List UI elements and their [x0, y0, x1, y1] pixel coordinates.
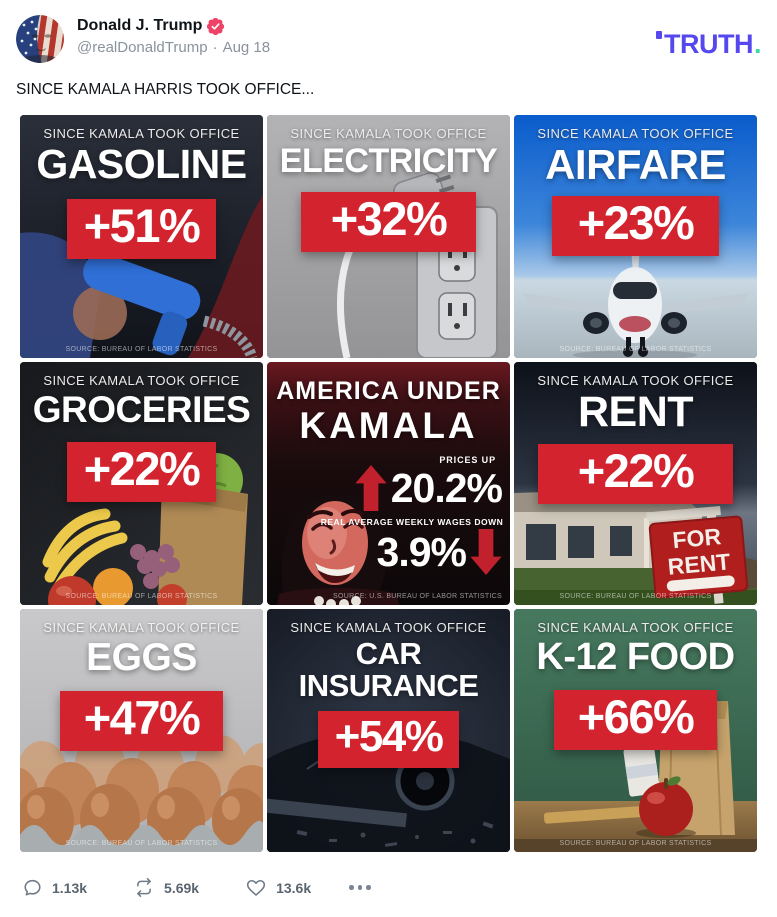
post-date[interactable]: Aug 18 [222, 39, 271, 56]
media-tile-america-under-kamala[interactable]: AMERICA UNDER KAMALA PRICES UP 20.2% REA… [267, 362, 510, 606]
tile-title: GASOLINE [36, 141, 247, 188]
center-title-line2: KAMALA [299, 405, 478, 447]
tile-eyebrow: SINCE KAMALA TOOK OFFICE [43, 373, 240, 389]
kamala-portrait-art [277, 494, 399, 606]
tile-title: EGGS [86, 636, 197, 680]
center-title-line1: AMERICA UNDER [276, 377, 501, 406]
tile-title: RENT [577, 388, 694, 437]
tile-value: +66% [553, 689, 718, 750]
media-grid: SINCE KAMALA TOOK OFFICE GASOLINE +51% S… [20, 115, 757, 853]
post-text: SINCE KAMALA HARRIS TOOK OFFICE... [16, 81, 315, 98]
tile-title: ELECTRICITY [279, 142, 498, 181]
retruth-count: 5.69k [164, 879, 200, 896]
tile-title: AIRFARE [545, 141, 726, 189]
like-count: 13.6k [276, 879, 312, 896]
tile-title: K-12 FOOD [536, 636, 735, 679]
retruth-icon [137, 878, 151, 898]
tile-source: SOURCE: BUREAU OF LABOR STATISTICS [559, 593, 712, 601]
tile-value: +32% [300, 191, 477, 252]
tile-eyebrow: SINCE KAMALA TOOK OFFICE [43, 620, 240, 636]
up-arrow-icon [355, 465, 387, 512]
like-button[interactable]: 13.6k [245, 877, 311, 898]
engagement-bar: 1.13k 5.69k 13.6k [0, 852, 777, 898]
wages-down-label: REAL AVERAGE WEEKLY WAGES DOWN [320, 517, 504, 528]
reply-count: 1.13k [52, 879, 88, 896]
tile-source: SOURCE: BUREAU OF LABOR STATISTICS [65, 840, 218, 848]
display-name[interactable]: Donald J. Trump [77, 17, 203, 34]
media-tile-eggs[interactable]: SINCE KAMALA TOOK OFFICE EGGS +47% SOURC… [20, 609, 263, 853]
reply-icon [24, 880, 41, 896]
truth-logo-text: TRUTH [664, 29, 753, 59]
tile-value: +23% [551, 195, 720, 256]
tile-eyebrow: SINCE KAMALA TOOK OFFICE [43, 126, 240, 142]
retruth-button[interactable]: 5.69k [133, 877, 199, 898]
truth-logo[interactable]: TRUTH. [656, 15, 762, 60]
dot-icon [366, 885, 371, 890]
verified-badge-icon [207, 17, 225, 35]
avatar[interactable] [16, 15, 64, 63]
tile-eyebrow: SINCE KAMALA TOOK OFFICE [290, 620, 487, 636]
kamala-stats: PRICES UP 20.2% REAL AVERAGE WEEKLY WAGE… [320, 455, 504, 576]
media-tile-k12-food[interactable]: SINCE KAMALA TOOK OFFICE K-12 FOOD +66% … [514, 609, 757, 853]
dot-icon [357, 885, 363, 890]
tile-value: +22% [537, 444, 734, 504]
flag-face-avatar-art [16, 15, 64, 63]
post-meta: @realDonaldTrump · Aug 18 [77, 39, 656, 56]
tile-value: +47% [59, 690, 224, 751]
post-header: Donald J. Trump @realDonaldTrump · Aug 1… [0, 0, 777, 63]
reply-button[interactable]: 1.13k [22, 877, 87, 898]
more-options-button[interactable] [349, 885, 371, 890]
tile-value: +22% [66, 441, 217, 502]
for-rent-sign-line1: FOR [671, 523, 722, 553]
tile-eyebrow: SINCE KAMALA TOOK OFFICE [290, 126, 487, 142]
media-tile-airfare[interactable]: SINCE KAMALA TOOK OFFICE AIRFARE +23% SO… [514, 115, 757, 359]
truth-logo-dot: . [753, 29, 762, 59]
tile-source: SOURCE: BUREAU OF LABOR STATISTICS [65, 593, 218, 601]
wages-down-value: 3.9% [376, 528, 467, 575]
media-tile-car-insurance[interactable]: SINCE KAMALA TOOK OFFICE CAR INSURANCE +… [267, 609, 510, 853]
prices-up-value: 20.2% [390, 464, 503, 511]
tile-eyebrow: SINCE KAMALA TOOK OFFICE [537, 373, 734, 389]
tile-source: SOURCE: BUREAU OF LABOR STATISTICS [559, 840, 712, 848]
tile-source: SOURCE: U.S. BUREAU OF LABOR STATISTICS [333, 593, 502, 601]
media-tile-groceries[interactable]: SINCE KAMALA TOOK OFFICE GROCERIES +22% … [20, 362, 263, 606]
truth-logo-tick [656, 31, 662, 39]
prices-up-label: PRICES UP [439, 455, 496, 466]
meta-separator: · [212, 39, 218, 56]
tile-source: SOURCE: BUREAU OF LABOR STATISTICS [559, 346, 712, 354]
handle[interactable]: @realDonaldTrump [77, 39, 208, 56]
author-block: Donald J. Trump @realDonaldTrump · Aug 1… [77, 15, 656, 56]
media-tile-electricity[interactable]: SINCE KAMALA TOOK OFFICE ELECTRICITY +32… [267, 115, 510, 359]
tile-value: +51% [66, 198, 217, 259]
tile-eyebrow: SINCE KAMALA TOOK OFFICE [537, 126, 734, 142]
for-rent-sign-line2: RENT [667, 549, 732, 580]
tile-value: +54% [317, 711, 460, 768]
tile-eyebrow: SINCE KAMALA TOOK OFFICE [537, 620, 734, 636]
tile-source: SOURCE: BUREAU OF LABOR STATISTICS [65, 346, 218, 354]
tile-title: CAR INSURANCE [298, 636, 479, 703]
down-arrow-icon [470, 529, 502, 576]
tile-title: GROCERIES [32, 389, 251, 431]
dot-icon [349, 885, 354, 890]
media-tile-gasoline[interactable]: SINCE KAMALA TOOK OFFICE GASOLINE +51% S… [20, 115, 263, 359]
media-tile-rent[interactable]: FOR RENT SINCE KAMALA TOOK OFFICE RENT +… [514, 362, 757, 606]
heart-icon [246, 880, 266, 896]
